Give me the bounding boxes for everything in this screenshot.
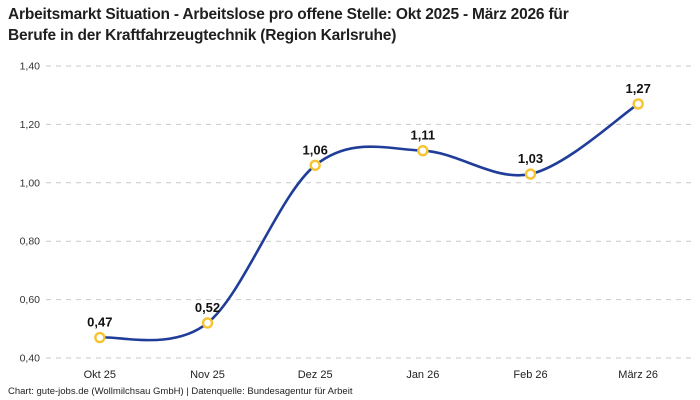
- y-axis-tick-label: 1,00: [20, 177, 41, 189]
- y-axis-tick-label: 0,60: [20, 294, 41, 306]
- data-point-marker: [524, 168, 537, 180]
- data-point-marker: [309, 159, 321, 171]
- y-axis-tick-label: 0,80: [20, 236, 41, 248]
- data-point-label: 1,06: [303, 142, 328, 157]
- x-axis-tick-label: Nov 25: [190, 369, 225, 381]
- x-axis-tick-label: Okt 25: [84, 369, 116, 381]
- x-axis-tick-label: März 26: [618, 369, 658, 381]
- chart-title: Arbeitsmarkt Situation - Arbeitslose pro…: [8, 4, 569, 46]
- data-point-label: 0,52: [195, 300, 220, 315]
- data-point-label: 1,27: [626, 81, 651, 96]
- data-point-marker: [201, 317, 214, 329]
- data-point-marker: [632, 98, 644, 110]
- series-line: [98, 102, 640, 342]
- y-axis-tick-label: 1,40: [20, 61, 41, 73]
- data-point-marker: [94, 331, 106, 344]
- x-axis-tick-label: Dez 25: [298, 369, 333, 381]
- chart-title-line-2: Berufe in der Kraftfahrzeugtechnik (Regi…: [8, 27, 397, 44]
- y-axis-tick-label: 1,20: [20, 119, 41, 131]
- data-point-marker: [417, 144, 429, 157]
- data-point-label: 1,03: [518, 151, 543, 166]
- x-axis-tick-label: Jan 26: [406, 369, 439, 381]
- data-point-label: 0,47: [87, 315, 112, 330]
- chart-title-line-1: Arbeitsmarkt Situation - Arbeitslose pro…: [8, 6, 569, 23]
- y-axis-tick-label: 0,40: [20, 353, 41, 365]
- x-axis-tick-label: Feb 26: [513, 369, 547, 381]
- data-point-label: 1,11: [411, 128, 436, 143]
- chart-credit: Chart: gute-jobs.de (Wollmilchsau GmbH) …: [8, 386, 353, 397]
